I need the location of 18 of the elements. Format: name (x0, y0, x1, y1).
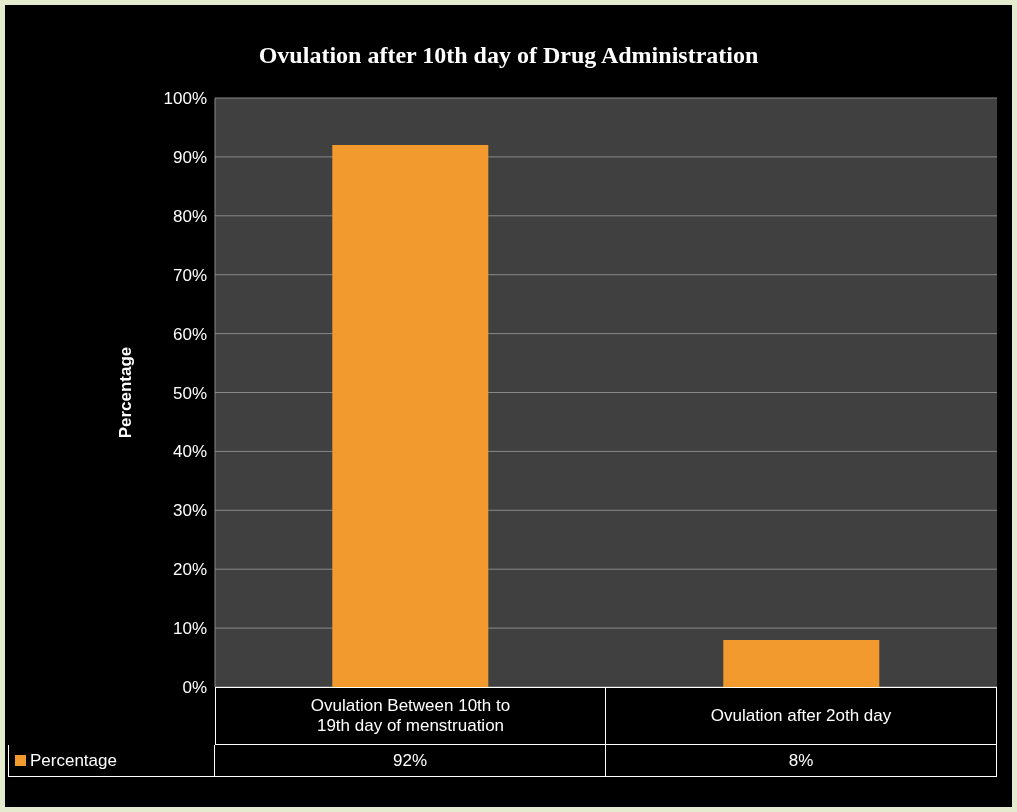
chart-title: Ovulation after 10th day of Drug Administration (257, 42, 760, 69)
y-tick-label: 0% (182, 678, 207, 698)
y-tick-label: 100% (163, 89, 207, 109)
data-label: 8% (606, 745, 997, 777)
y-tick-label: 80% (172, 206, 207, 226)
y-tick-label: 30% (172, 501, 207, 521)
y-tick-label: 70% (172, 265, 207, 285)
y-tick-label: 60% (172, 324, 207, 344)
y-tick-label: 10% (172, 619, 207, 639)
y-tick-label: 90% (172, 147, 207, 167)
x-tick-label: Ovulation Between 10th to 19th day of menstruation (215, 687, 606, 745)
y-tick-label: 50% (172, 383, 207, 403)
x-tick-label: Ovulation after 2oth day (606, 687, 997, 745)
y-tick-label: 20% (172, 560, 207, 580)
legend-label: Percentage (8, 745, 215, 777)
y-axis-title: Percentage (116, 346, 136, 439)
data-label: 92% (215, 745, 606, 777)
y-tick-label: 40% (172, 442, 207, 462)
